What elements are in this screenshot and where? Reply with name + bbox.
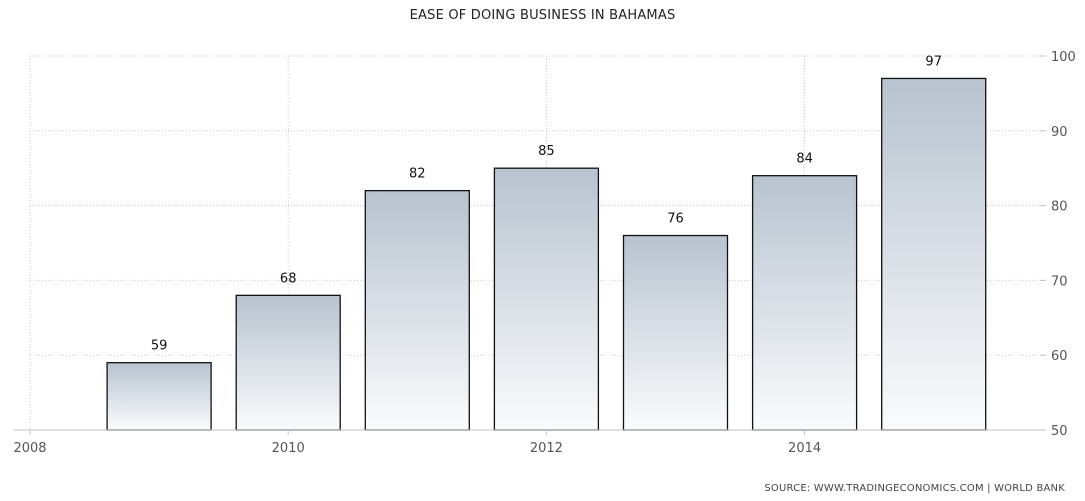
x-tick-label: 2008: [13, 441, 46, 456]
bar-2009: [106, 362, 212, 431]
data-label-2015: 97: [925, 54, 942, 69]
y-tick-label: 80: [1051, 200, 1068, 215]
y-tick-label: 60: [1051, 349, 1068, 364]
x-tick-label: 2010: [272, 441, 305, 456]
x-axis: 2008 2010 2012 2014: [13, 429, 1040, 456]
bar-2013: [622, 234, 729, 431]
bar-2015: [881, 77, 987, 431]
bar-2014: [751, 175, 858, 431]
x-tick-label: 2014: [788, 441, 821, 456]
data-label-2014: 84: [796, 152, 813, 167]
bar-2010: [235, 294, 341, 431]
y-tick-label: 90: [1051, 125, 1068, 140]
data-label-2010: 68: [280, 271, 297, 286]
bars-group: [106, 77, 987, 431]
y-tick-label: 100: [1051, 50, 1076, 65]
data-label-2011: 82: [409, 167, 426, 182]
y-tick-label: 50: [1051, 424, 1068, 439]
data-labels-group: 59 68 82 85 76 84 97: [151, 54, 942, 353]
chart-title: EASE OF DOING BUSINESS IN BAHAMAS: [409, 8, 676, 23]
data-label-2013: 76: [667, 212, 684, 227]
x-tick-label: 2012: [530, 441, 563, 456]
y-axis: 50 60 70 80 90 100: [1040, 50, 1076, 439]
data-label-2009: 59: [151, 339, 168, 354]
source-note: SOURCE: WWW.TRADINGECONOMICS.COM | WORLD…: [764, 483, 1065, 494]
bar-2012: [493, 167, 600, 431]
y-tick-label: 70: [1051, 274, 1068, 289]
data-label-2012: 85: [538, 144, 555, 159]
bar-2011: [364, 189, 470, 431]
